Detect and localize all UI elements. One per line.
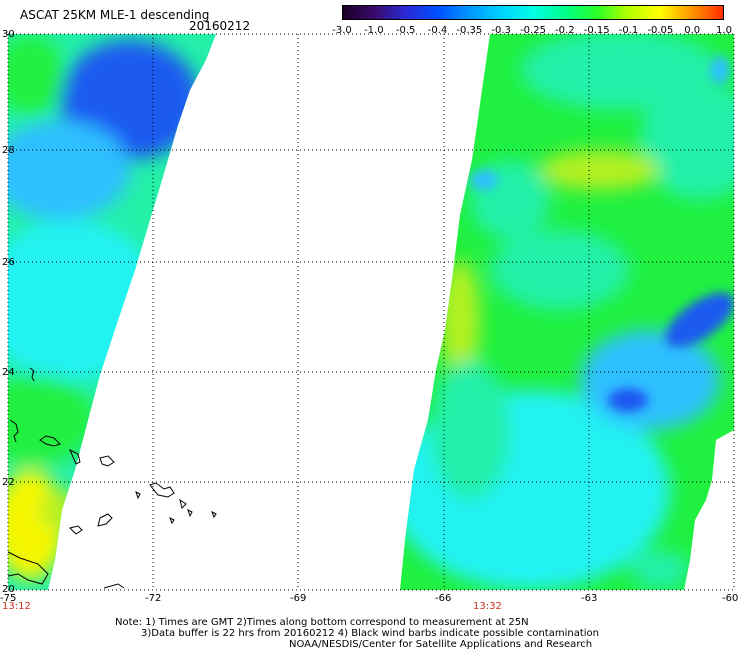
colorbar-label: -0.4 [427, 25, 448, 36]
product-title: ASCAT 25KM MLE-1 descending [20, 8, 210, 22]
pass-times: 13:12 13:32 [2, 601, 502, 612]
colorbar-label: -0.3 [491, 25, 511, 36]
colorbar-label: -1.0 [364, 25, 384, 36]
lat-label: 28 [2, 145, 15, 156]
lat-label: 26 [2, 257, 15, 268]
lon-label: -69 [290, 593, 306, 604]
colorbar-label: -0.05 [647, 25, 674, 36]
lat-label: 22 [2, 477, 15, 488]
colorbar-label: 1.0 [716, 25, 732, 36]
lon-axis: -75 -72 -69 -66 -63 -60 [0, 593, 738, 604]
pass-time: 13:12 [2, 601, 31, 612]
product-date: 20160212 [189, 19, 251, 33]
colorbar-label: -0.2 [555, 25, 575, 36]
lat-label: 30 [2, 29, 15, 40]
lon-label: -63 [581, 593, 597, 604]
colorbar-label: -0.25 [520, 25, 546, 36]
colorbar [342, 5, 724, 20]
left-swath [8, 34, 216, 590]
lat-lon-grid [7, 33, 735, 591]
credit-line: NOAA/NESDIS/Center for Satellite Applica… [289, 639, 593, 650]
lon-label: -72 [145, 593, 161, 604]
colorbar-label: 0.0 [684, 25, 701, 36]
coastline [7, 367, 217, 589]
lat-label: 24 [2, 367, 15, 378]
pass-time: 13:32 [473, 601, 502, 612]
colorbar-label: -0.15 [583, 25, 610, 36]
lat-axis: 30 28 26 24 22 20 [2, 29, 15, 595]
colorbar-label: -0.35 [456, 25, 483, 36]
lat-label: 20 [2, 584, 15, 595]
note-line-2: 3)Data buffer is 22 hrs from 20160212 4)… [141, 628, 599, 639]
lon-label: -60 [722, 593, 738, 604]
right-swath [400, 34, 734, 590]
lon-label: -75 [0, 593, 16, 604]
colorbar-labels: -3.0 -1.0 -0.5 -0.4 -0.35 -0.3 -0.25 -0.… [332, 25, 732, 37]
colorbar-label: -0.5 [395, 25, 416, 36]
colorbar-label: -0.1 [618, 25, 639, 36]
colorbar-label: -3.0 [332, 25, 352, 36]
lon-label: -66 [435, 593, 451, 604]
note-line-1: Note: 1) Times are GMT 2)Times along bot… [115, 617, 529, 628]
